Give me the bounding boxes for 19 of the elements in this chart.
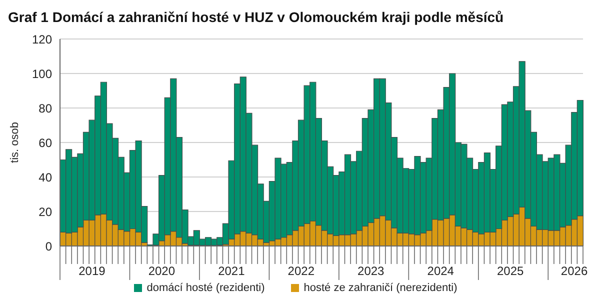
legend-label: domácí hosté (rezidenti) [146,282,265,294]
y-tick-label: 120 [32,32,52,46]
x-tick-label: 2024 [427,264,454,278]
y-tick-label: 40 [38,170,52,184]
y-tick-label: 20 [38,204,52,219]
x-tick-label: 2021 [218,264,246,278]
x-tick-label: 2020 [148,264,176,278]
x-tick-label: 2019 [78,264,106,278]
x-tick-label: 2025 [497,264,524,278]
y-tick-label: 60 [38,136,52,150]
x-tick-label: 2026 [560,264,588,278]
legend-label: hosté ze zahraničí (nerezidenti) [304,282,458,294]
y-tick-label: 0 [45,239,52,254]
y-tick-label: 80 [38,101,52,116]
y-axis-title: tis. osob [8,122,21,163]
chart-title: Graf 1 Domácí a zahraniční hosté v HUZ v Olomouckém kraji podle měsíců [8,8,505,27]
x-tick-label: 2022 [288,264,315,278]
x-tick-label: 2023 [358,264,385,278]
y-tick-label: 100 [32,66,52,81]
